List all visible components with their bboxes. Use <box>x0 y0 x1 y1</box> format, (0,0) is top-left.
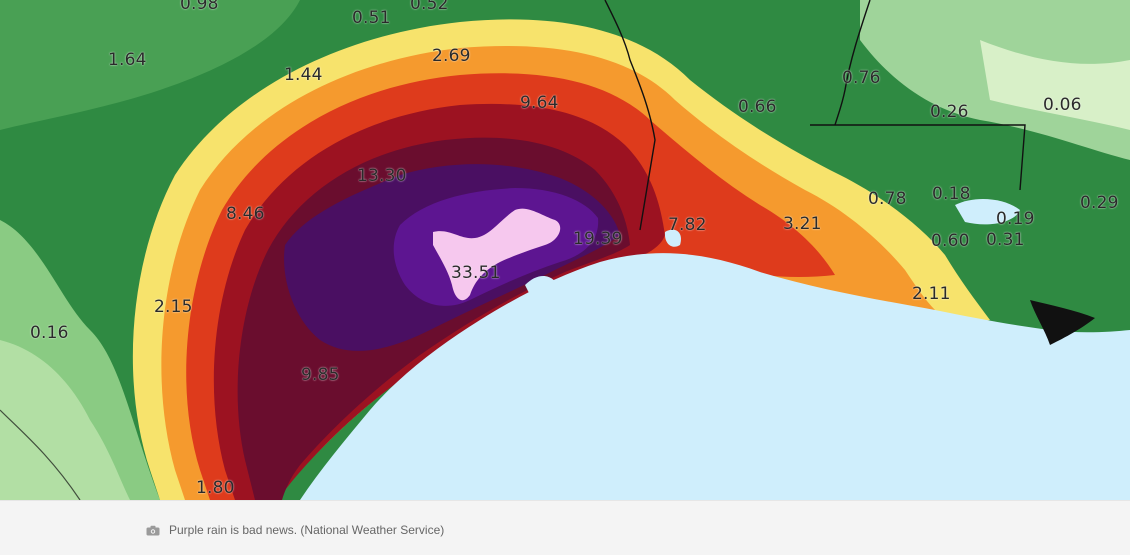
rainfall-label: 9.64 <box>520 93 559 113</box>
rainfall-map-graphic <box>0 0 1130 500</box>
rainfall-label: 2.69 <box>432 46 471 66</box>
light-green-north <box>0 0 300 130</box>
rainfall-label: 0.29 <box>1080 193 1119 213</box>
caption-text: Purple rain is bad news. (National Weath… <box>169 523 445 537</box>
rainfall-label: 3.21 <box>783 214 822 234</box>
rainfall-label: 2.15 <box>154 297 193 317</box>
rainfall-label: 0.76 <box>842 68 881 88</box>
rainfall-label: 19.39 <box>573 229 623 249</box>
rainfall-label: 33.51 <box>451 263 501 283</box>
pink-core <box>433 208 561 301</box>
camera-icon <box>146 525 160 535</box>
state-border-ms <box>834 0 871 126</box>
rainfall-label: 0.66 <box>738 97 777 117</box>
sabine-lake <box>664 229 681 247</box>
louisiana-delta <box>1030 300 1095 345</box>
caption-bar: Purple rain is bad news. (National Weath… <box>0 500 1130 555</box>
rainfall-label: 13.30 <box>357 166 407 186</box>
gulf-water <box>300 253 1130 500</box>
rainfall-label: 0.98 <box>180 0 219 14</box>
rainfall-label: 8.46 <box>226 204 265 224</box>
rainfall-label: 0.19 <box>996 209 1035 229</box>
rainfall-label: 7.82 <box>668 215 707 235</box>
rainfall-label: 9.85 <box>301 365 340 385</box>
rainfall-label: 0.78 <box>868 189 907 209</box>
rainfall-label: 0.52 <box>410 0 449 14</box>
rainfall-label: 1.44 <box>284 65 323 85</box>
state-border-tx-la <box>604 0 656 231</box>
state-border-tx-ok <box>0 409 81 500</box>
rainfall-label: 0.18 <box>932 184 971 204</box>
rainfall-label: 2.11 <box>912 284 951 304</box>
mid-green-lower-west <box>0 340 130 500</box>
rainfall-map: 0.98 0.51 0.52 1.64 1.44 2.69 9.64 0.76 … <box>0 0 1130 500</box>
pale-east <box>980 40 1130 130</box>
rainfall-label: 0.60 <box>931 231 970 251</box>
rainfall-label: 0.26 <box>930 102 969 122</box>
rainfall-label: 0.51 <box>352 8 391 28</box>
rainfall-label: 1.80 <box>196 478 235 498</box>
state-border-la-north <box>810 124 1026 191</box>
rainfall-label: 0.31 <box>986 230 1025 250</box>
rainfall-label: 1.64 <box>108 50 147 70</box>
galveston-bay <box>525 275 560 299</box>
figure-caption: Purple rain is bad news. (National Weath… <box>146 523 444 537</box>
rainfall-label: 0.06 <box>1043 95 1082 115</box>
lake-pontchartrain <box>955 198 1020 225</box>
rainfall-label: 0.16 <box>30 323 69 343</box>
